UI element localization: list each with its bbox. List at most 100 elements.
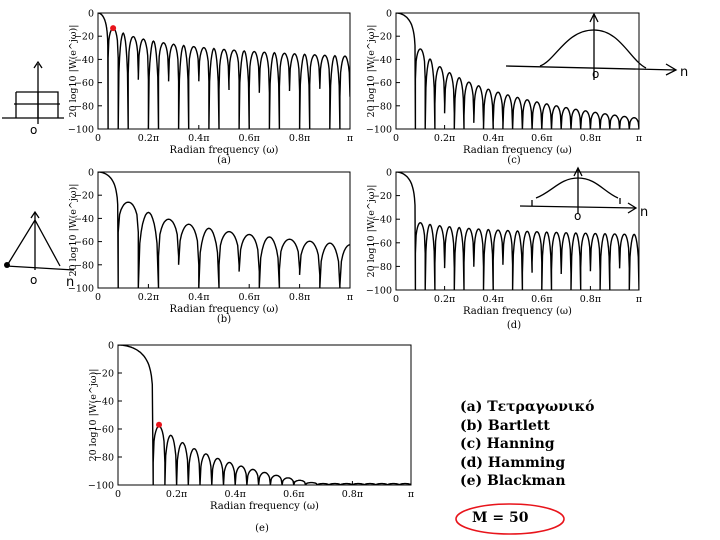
x-tick-label: 0 [95, 133, 101, 144]
x-tick-label: 0 [393, 294, 399, 305]
x-tick-label: 0.2π [138, 292, 159, 303]
y-tick-label: −80 [74, 260, 94, 271]
magnitude-response-line [118, 345, 411, 485]
x-axis-label: Radian frequency (ω) [170, 304, 279, 315]
y-tick-label: −20 [372, 32, 392, 43]
x-axis-label: Radian frequency (ω) [463, 306, 572, 317]
x-tick-label: 0.8π [580, 294, 601, 305]
highlighted-sidelobe-point [156, 421, 163, 428]
x-tick-label: 0.4π [483, 133, 504, 144]
x-tick-label: 0.8π [289, 133, 310, 144]
x-tick-label: 0.4π [188, 133, 209, 144]
x-tick-label: 0.2π [434, 294, 455, 305]
x-tick-label: π [347, 133, 353, 144]
y-tick-label: −100 [68, 284, 94, 295]
y-tick-label: −80 [372, 262, 392, 273]
y-tick-label: −60 [372, 238, 392, 249]
x-tick-label: 0.8π [289, 292, 310, 303]
sketch-label-origin-b: o [30, 273, 37, 287]
x-axis-label: Radian frequency (ω) [210, 501, 319, 512]
x-tick-label: 0.8π [580, 133, 601, 144]
y-tick-label: −60 [94, 425, 114, 436]
x-tick-label: 0.4π [225, 489, 246, 500]
magnitude-response-line [396, 13, 639, 129]
y-tick-label: −40 [74, 55, 94, 66]
plot-frame [395, 12, 640, 130]
y-tick-label: −40 [372, 215, 392, 226]
x-tick-label: 0.8π [342, 489, 363, 500]
y-tick-label: −40 [94, 397, 114, 408]
x-tick-label: 0.6π [239, 292, 260, 303]
plot-frame [117, 344, 412, 486]
y-axis-label: 20 log10 |W(e^jω)| [68, 184, 79, 277]
x-tick-label: 0.6π [531, 133, 552, 144]
sketch-label-n-b: n [66, 275, 74, 290]
magnitude-response-line [396, 172, 639, 290]
y-tick-label: −100 [366, 286, 392, 297]
y-tick-label: 0 [386, 9, 392, 20]
y-axis-label: 20 log10 |W(e^jω)| [366, 185, 377, 278]
plot-frame [97, 12, 351, 130]
window-length-label: M = 50 [472, 510, 529, 526]
y-tick-label: 0 [88, 9, 94, 20]
x-tick-label: 0.4π [483, 294, 504, 305]
x-tick-label: 0 [95, 292, 101, 303]
y-tick-label: 0 [386, 168, 392, 179]
x-tick-label: 0.6π [239, 133, 260, 144]
x-axis-label: Radian frequency (ω) [170, 145, 279, 156]
x-tick-label: π [636, 133, 642, 144]
x-tick-label: π [408, 489, 414, 500]
y-tick-label: −60 [74, 237, 94, 248]
note-circle [455, 503, 565, 535]
y-tick-label: 0 [108, 341, 114, 352]
y-tick-label: −80 [372, 101, 392, 112]
y-tick-label: −20 [74, 191, 94, 202]
y-tick-label: −20 [74, 32, 94, 43]
x-axis-label: Radian frequency (ω) [463, 145, 572, 156]
y-axis-label: 20 log10 |W(e^jω)| [88, 369, 99, 462]
window-length-note: M = 50 [454, 502, 566, 536]
sketch-rectangular-window [2, 60, 64, 124]
y-axis-label: 20 log10 |W(e^jω)| [366, 25, 377, 118]
plot-frame [97, 171, 351, 289]
legend-item-blackman: (e) Blackman [460, 473, 566, 489]
x-tick-label: π [347, 292, 353, 303]
sketch-hamming-window [519, 166, 638, 214]
window-legend: (a) Τετραγωνικό (b) Bartlett (c) Hanning… [460, 398, 595, 491]
y-axis-label: 20 log10 |W(e^jω)| [68, 25, 79, 118]
x-tick-label: 0 [115, 489, 121, 500]
panel-label: (d) [507, 320, 521, 331]
legend-item-hanning: (c) Hanning [460, 436, 555, 452]
x-tick-label: 0.2π [434, 133, 455, 144]
x-tick-label: 0.6π [283, 489, 304, 500]
y-tick-label: −80 [94, 453, 114, 464]
sketch-triangular-window [5, 210, 75, 271]
sketch-label-n-c: n [680, 65, 688, 80]
x-tick-label: 0.4π [188, 292, 209, 303]
legend-item-rectangular: (a) Τετραγωνικό [460, 399, 595, 415]
y-tick-label: −20 [372, 191, 392, 202]
panel-label: (c) [507, 155, 521, 166]
legend-item-hamming: (d) Hamming [460, 454, 566, 471]
panel-label: (e) [255, 523, 269, 534]
sketch-label-n-d: n [640, 205, 648, 220]
plot-frame [395, 171, 640, 291]
x-tick-label: 0 [393, 133, 399, 144]
y-tick-label: −60 [372, 78, 392, 89]
panel-label: (b) [217, 314, 231, 325]
x-tick-label: 0.2π [166, 489, 187, 500]
y-tick-label: −40 [74, 214, 94, 225]
sketch-label-origin-a: o [30, 123, 37, 137]
y-tick-label: −80 [74, 101, 94, 112]
x-tick-label: 0.6π [531, 294, 552, 305]
y-tick-label: −20 [94, 369, 114, 380]
y-tick-label: 0 [88, 168, 94, 179]
y-tick-label: −40 [372, 55, 392, 66]
y-tick-label: −100 [88, 481, 114, 492]
sketch-label-origin-d: o [574, 209, 581, 223]
